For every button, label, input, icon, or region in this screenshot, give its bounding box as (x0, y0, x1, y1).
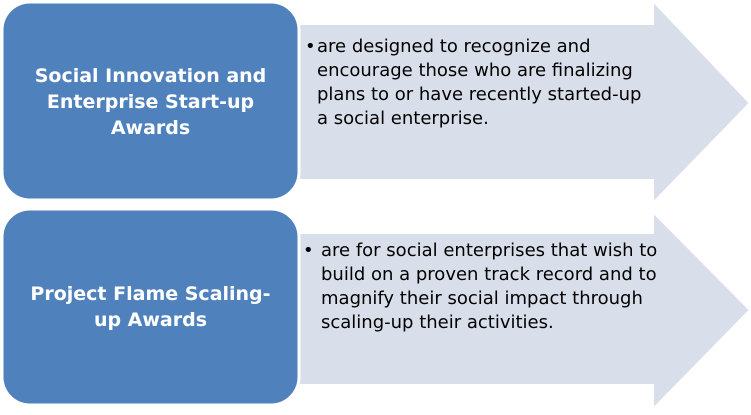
arrow-shape-2 (239, 209, 751, 412)
row-2-label: Project Flame Scaling-up Awards (0, 208, 301, 406)
row-2-description: • are for social enterprises that wish t… (303, 239, 663, 335)
bullet-icon: • (305, 36, 316, 57)
bullet-icon: • (303, 240, 314, 261)
row-1-label: Social Innovation and Enterprise Start-u… (0, 2, 301, 202)
row-1-label-text: Social Innovation and Enterprise Start-u… (34, 65, 267, 139)
arrow-shape-1 (239, 0, 751, 206)
label-box-shape-2 (0, 207, 301, 407)
label-box-shape-1 (0, 0, 301, 202)
row-2-label-text: Project Flame Scaling-up Awards (30, 283, 271, 331)
row-1-description: • are designed to recognize and encourag… (305, 35, 655, 131)
row-2-description-text: are for social enterprises that wish to … (321, 240, 658, 333)
row-1-description-text: are designed to recognize and encourage … (317, 36, 642, 129)
